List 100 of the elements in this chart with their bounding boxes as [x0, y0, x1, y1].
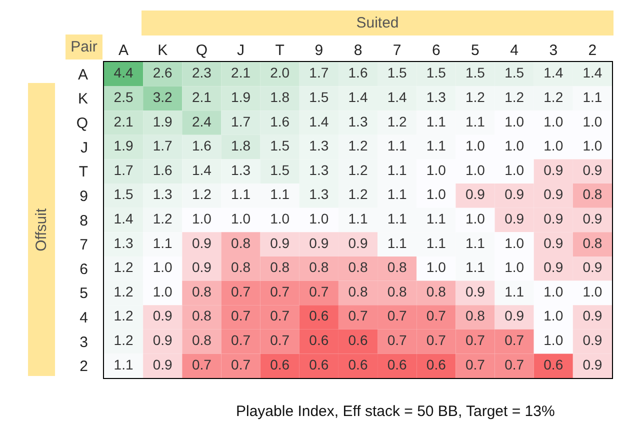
data-label: 1.2 [152, 210, 173, 226]
data-label: 1.3 [309, 138, 329, 154]
data-label: 0.9 [582, 332, 602, 348]
data-label: 1.1 [465, 113, 486, 130]
data-label: 1.2 [348, 186, 368, 202]
data-label: 2.4 [192, 113, 212, 130]
data-label: 1.7 [309, 64, 329, 81]
x-tick-label: 5 [471, 42, 480, 59]
data-label: 0.9 [504, 186, 524, 202]
x-tick-label: 3 [549, 42, 558, 59]
data-label: 1.0 [309, 210, 329, 226]
data-label: 0.7 [231, 308, 251, 324]
data-label: 1.4 [544, 64, 564, 81]
data-label: 0.9 [544, 162, 564, 178]
data-label: 1.0 [582, 138, 602, 154]
data-label: 0.6 [309, 332, 329, 348]
data-label: 0.8 [192, 308, 212, 324]
data-label: 0.8 [270, 259, 290, 276]
data-label: 0.7 [309, 283, 329, 300]
data-label: 1.5 [504, 64, 524, 81]
x-tick-label: J [237, 42, 245, 59]
data-label: 0.9 [544, 210, 564, 226]
y-tick-label: 2 [80, 358, 88, 376]
x-axis-title: Suited [356, 14, 399, 32]
data-label: 1.0 [426, 259, 446, 276]
data-label: 1.2 [114, 283, 134, 300]
data-label: 1.0 [504, 162, 524, 178]
data-label: 2.3 [192, 64, 212, 81]
data-label: 0.9 [309, 234, 329, 251]
data-label: 1.0 [504, 259, 524, 276]
data-label: 1.1 [426, 210, 446, 226]
data-label: 0.7 [231, 356, 251, 372]
data-label: 0.8 [348, 259, 368, 276]
data-label: 0.9 [270, 234, 290, 251]
data-label: 1.5 [387, 64, 408, 81]
data-label: 1.0 [465, 210, 486, 226]
data-label: 0.6 [348, 356, 368, 372]
data-label: 1.1 [152, 234, 173, 251]
data-label: 0.7 [465, 332, 486, 348]
data-label: 1.1 [114, 356, 134, 372]
data-label: 1.5 [270, 162, 290, 178]
data-label: 1.4 [387, 88, 408, 105]
data-label: 0.9 [348, 234, 368, 251]
data-label: 0.7 [192, 356, 212, 372]
data-label: 0.9 [192, 234, 212, 251]
y-tick-label: 7 [80, 236, 88, 254]
x-tick-label: 6 [432, 42, 440, 59]
data-label: 1.1 [348, 210, 368, 226]
data-label: 0.6 [387, 356, 408, 372]
data-label: 0.6 [309, 308, 329, 324]
data-label: 0.7 [270, 308, 290, 324]
data-label: 1.1 [387, 186, 408, 202]
data-label: 1.0 [270, 210, 290, 226]
data-label: 1.1 [231, 186, 251, 202]
data-label: 1.1 [426, 234, 446, 251]
data-label: 0.8 [309, 259, 329, 276]
data-label: 1.4 [192, 162, 212, 178]
data-label: 1.1 [426, 113, 446, 130]
data-label: 0.7 [231, 332, 251, 348]
data-label: 1.0 [465, 138, 486, 154]
data-label: 1.2 [544, 88, 564, 105]
data-label: 1.3 [152, 186, 173, 202]
y-tick-label: 8 [80, 212, 88, 230]
data-label: 1.1 [426, 138, 446, 154]
y-tick-label: 9 [80, 188, 88, 205]
data-label: 1.6 [270, 113, 290, 130]
data-label: 0.6 [426, 356, 446, 372]
data-label: 1.0 [544, 283, 564, 300]
data-label: 0.7 [270, 283, 290, 300]
data-label: 1.5 [309, 88, 329, 105]
data-label: 1.3 [309, 186, 329, 202]
data-label: 0.8 [582, 234, 602, 251]
data-label: 1.1 [582, 88, 602, 105]
data-label: 1.3 [114, 234, 134, 251]
data-label: 0.7 [504, 332, 524, 348]
data-label: 1.2 [114, 259, 134, 276]
y-tick-label: A [78, 66, 88, 84]
data-label: 1.2 [465, 88, 486, 105]
data-label: 1.0 [544, 138, 564, 154]
data-label: 1.1 [387, 210, 408, 226]
x-tick-label: 8 [354, 42, 362, 59]
data-label: 0.9 [582, 210, 602, 226]
data-label: 1.1 [387, 162, 408, 178]
data-label: 1.7 [231, 113, 251, 130]
data-label: 1.3 [348, 113, 368, 130]
y-tick-label: J [80, 139, 88, 156]
data-label: 1.2 [114, 332, 134, 348]
x-tick-label: T [275, 42, 284, 59]
data-label: 0.9 [465, 283, 486, 300]
data-label: 0.6 [348, 332, 368, 348]
data-label: 0.8 [387, 259, 408, 276]
data-label: 0.9 [582, 308, 602, 324]
data-label: 0.9 [544, 234, 564, 251]
data-label: 0.9 [582, 259, 602, 276]
data-label: 1.0 [582, 113, 602, 130]
data-label: 1.0 [152, 259, 173, 276]
y-tick-label: 5 [80, 285, 88, 302]
data-label: 0.9 [544, 186, 564, 202]
y-tick-label: Q [76, 115, 88, 132]
data-label: 2.5 [114, 88, 134, 105]
